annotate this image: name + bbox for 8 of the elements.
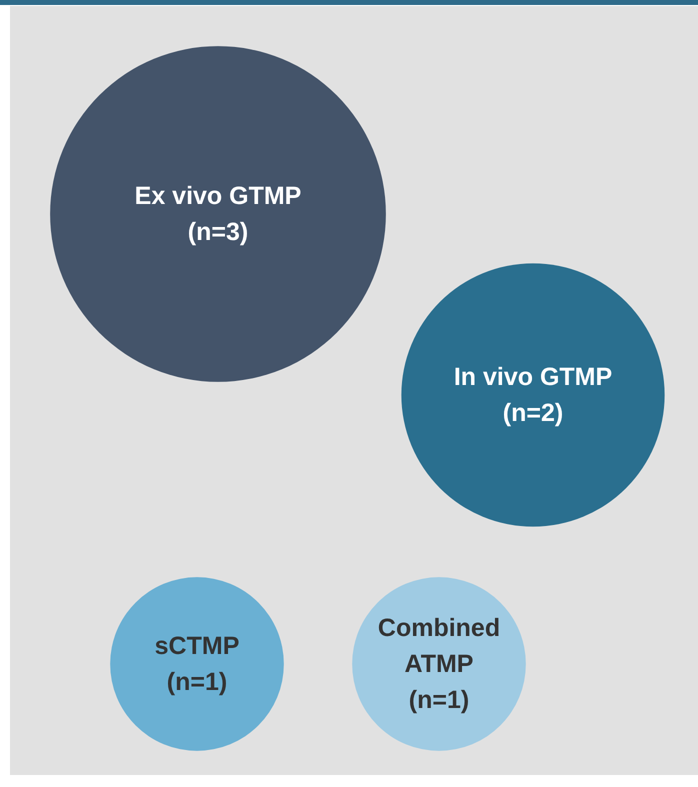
category-label: In vivo GTMP [454,363,612,391]
data-label: (n=3) [188,218,248,246]
category-label: Ex vivo GTMP [134,182,302,210]
category-label: sCTMP [154,632,240,660]
data-label: (n=2) [502,399,564,427]
data-label: (n=1) [408,686,470,714]
data-label: (n=1) [166,668,228,696]
category-label: Combined ATMP [378,614,500,678]
